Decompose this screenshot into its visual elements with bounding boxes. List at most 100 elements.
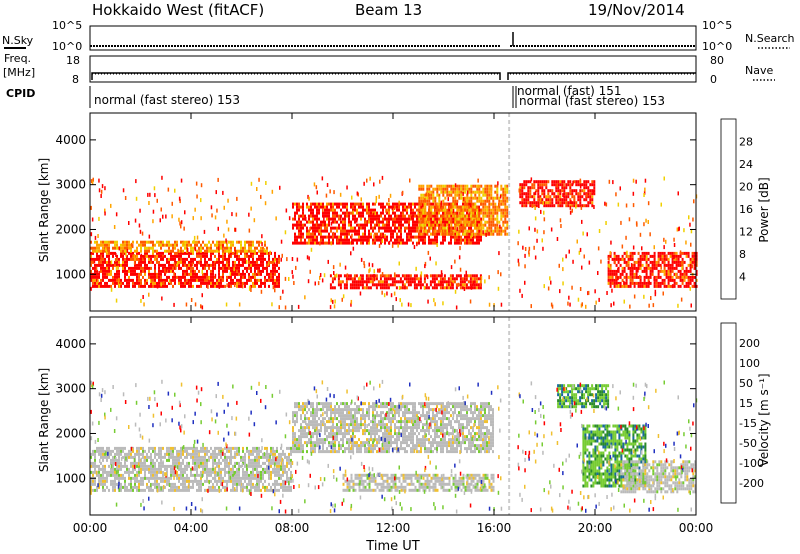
power-cell [241, 259, 244, 264]
power-cell [431, 274, 434, 278]
power-cell [539, 201, 542, 205]
power-cell [486, 196, 489, 200]
power-cell [162, 284, 164, 288]
power-cell [104, 269, 106, 273]
power-cell [454, 238, 456, 242]
power-cell [442, 232, 445, 236]
power-cell [358, 202, 360, 206]
power-cell [685, 284, 688, 288]
power-cell [681, 260, 684, 264]
power-cell [279, 295, 282, 300]
power-cell [428, 196, 431, 200]
power-cell [308, 217, 310, 221]
velocity-cell [100, 479, 102, 483]
power-cell [268, 251, 270, 255]
power-cell [186, 240, 188, 244]
power-cell [168, 243, 170, 247]
power-cell [557, 180, 560, 184]
power-cell [317, 281, 320, 286]
power-cell [557, 189, 560, 193]
power-cell [134, 272, 136, 276]
power-cell [100, 240, 102, 244]
power-cell [435, 286, 438, 290]
power-cell [442, 217, 444, 221]
power-cell [466, 190, 469, 195]
power-cell [572, 259, 574, 264]
power-cell [385, 277, 388, 281]
power-cell [627, 266, 630, 270]
power-cell [130, 246, 132, 250]
power-cell [412, 229, 414, 233]
power-cell [144, 263, 146, 267]
power-cell [270, 251, 272, 255]
velocity-cell [212, 461, 214, 465]
power-cell [124, 266, 126, 270]
power-cell [302, 208, 304, 212]
power-cell [272, 263, 274, 267]
power-cell [351, 277, 354, 281]
power-cell [328, 211, 330, 215]
power-cell [268, 278, 270, 282]
power-cell [377, 280, 380, 284]
velocity-cell [170, 464, 172, 468]
power-cell [330, 226, 332, 230]
velocity-cell [92, 449, 94, 453]
power-cell [432, 223, 435, 227]
power-cell [474, 226, 477, 230]
power-cell [673, 243, 676, 247]
power-cell [156, 272, 158, 276]
power-cell [480, 235, 482, 239]
power-cell [448, 190, 451, 194]
power-cell [260, 257, 262, 261]
power-cell [200, 281, 202, 285]
power-cell [478, 241, 480, 245]
velocity-cell [148, 479, 150, 483]
power-cell [228, 249, 230, 253]
power-cell [154, 274, 156, 279]
power-cell [530, 177, 533, 182]
velocity-cell [148, 476, 150, 480]
power-cell [198, 260, 200, 265]
power-cell [210, 272, 212, 276]
velocity-cell [134, 467, 136, 471]
power-cell [92, 284, 94, 288]
velocity-cell [94, 482, 96, 486]
power-cell [424, 229, 427, 233]
velocity-cell [114, 458, 116, 462]
power-cell [425, 192, 427, 197]
power-cell [375, 274, 378, 278]
power-cell [446, 202, 449, 206]
power-cell [426, 214, 429, 218]
power-cell [471, 286, 474, 290]
velocity-cell [120, 467, 122, 471]
power-cell [565, 192, 568, 196]
power-cell [649, 254, 652, 258]
velocity-cell [178, 449, 180, 453]
power-cell [679, 260, 682, 264]
velocity-cell [102, 488, 104, 492]
power-cell [547, 204, 550, 208]
power-cell [90, 277, 93, 282]
power-cell [575, 204, 577, 209]
power-cell [420, 235, 422, 239]
power-cell [204, 272, 206, 276]
power-cell [396, 217, 398, 221]
power-cell [300, 235, 302, 239]
power-cell [494, 184, 497, 188]
power-cell [434, 241, 436, 245]
power-cell [221, 278, 224, 283]
power-cell [326, 217, 328, 221]
power-cell [220, 278, 222, 282]
power-cell [108, 263, 110, 267]
power-cell [683, 260, 686, 264]
power-cell [270, 275, 272, 279]
power-cell [182, 281, 184, 285]
power-cell [162, 278, 164, 282]
velocity-cell [226, 464, 228, 468]
velocity-cell [178, 467, 180, 471]
velocity-cell [180, 482, 182, 486]
power-cell [675, 275, 678, 279]
power-cell [521, 186, 524, 190]
power-cell [422, 223, 425, 227]
power-cell [226, 246, 228, 250]
